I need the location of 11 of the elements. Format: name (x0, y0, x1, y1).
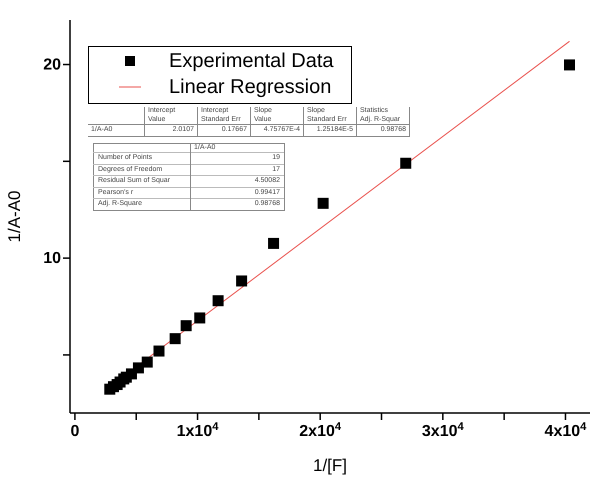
legend-label: Linear Regression (169, 76, 332, 98)
x-tick-label: 3x10$^{4}$ (422, 421, 465, 440)
x-tick-label: 2x10$^{4}$ (299, 421, 342, 440)
x-tick-label: 1x10$^{4}$ (176, 421, 220, 440)
y-tick-label: 10 (43, 250, 62, 268)
legend-label: Experimental Data (169, 50, 334, 72)
y-axis-title: 1/A-A0 (5, 190, 24, 242)
x-axis-title: 1/[F] (312, 456, 348, 475)
x-tick-label: 4x10$^{4}$ (544, 421, 588, 440)
y-tick-label: 20 (43, 56, 62, 74)
x-tick-label: 0 (70, 423, 80, 440)
